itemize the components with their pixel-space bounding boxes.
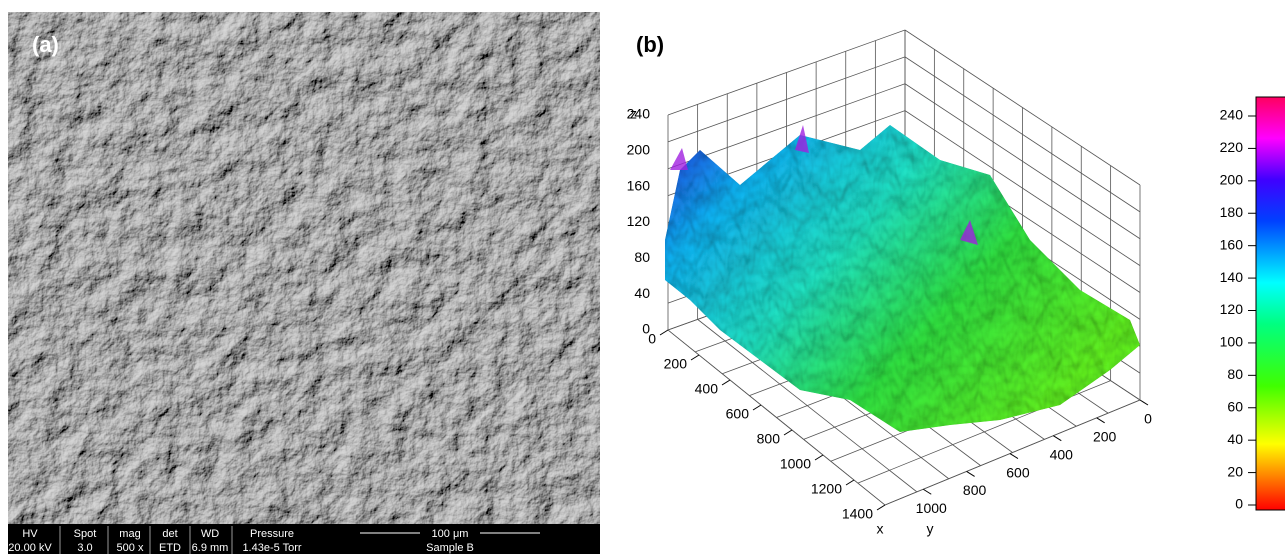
info-header: HV: [22, 528, 38, 540]
x-tick: [783, 429, 793, 436]
grid-line: [667, 83, 906, 170]
x-tick-label: 200: [664, 356, 688, 372]
colorbar-tick-label: 180: [1220, 204, 1244, 220]
colorbar-tick-label: 40: [1227, 431, 1243, 447]
colorbar-tick-label: 60: [1227, 398, 1243, 414]
x-tick: [814, 454, 824, 461]
z-tick-label: 80: [634, 249, 650, 265]
x-tick: [659, 329, 669, 336]
y-tick: [1139, 399, 1149, 406]
y-tick-label: 800: [963, 482, 987, 498]
x-tick: [845, 479, 855, 486]
sample-text: Sample B: [426, 542, 474, 554]
colorbar: [1255, 96, 1285, 511]
info-header: WD: [201, 528, 219, 540]
scale-text: 100 μm: [432, 528, 469, 540]
grid-line: [667, 56, 906, 143]
colorbar-tick-label: 200: [1220, 172, 1244, 188]
x-tick-label: 1400: [842, 506, 873, 522]
grid-line: [904, 56, 1141, 213]
info-group: HV Spot mag det WD Pressure 20.00 kV 3.0 500 x ET…: [8, 526, 302, 554]
y-tick: [1009, 453, 1019, 459]
colorbar-tick-label: 240: [1220, 107, 1244, 123]
y-tick: [1053, 435, 1062, 442]
colorbar-tick-label: 140: [1220, 269, 1244, 285]
x-tick: [690, 354, 700, 361]
y-tick: [1096, 417, 1105, 424]
grid-line: [904, 83, 1141, 240]
colorbar-tick-label: 220: [1220, 139, 1244, 155]
y-tick: [966, 470, 975, 477]
x-tick: [721, 379, 731, 386]
grid-line: [904, 110, 1141, 266]
sem-image: [8, 12, 600, 524]
axis-label: y: [927, 521, 934, 537]
x-tick-label: 800: [757, 431, 781, 447]
y-tick-label: 400: [1050, 446, 1074, 462]
info-value: 6.9 mm: [192, 542, 229, 554]
y-tick-label: 0: [1144, 411, 1152, 427]
info-value: 1.43e-5 Torr: [242, 542, 301, 554]
info-value: 500 x: [117, 542, 144, 554]
z-tick-label: 120: [627, 213, 651, 229]
colorbar-tick-label: 120: [1220, 301, 1244, 317]
z-tick-label: 40: [634, 285, 650, 301]
info-bar: [8, 524, 600, 554]
info-value: 20.00 kV: [8, 542, 52, 554]
x-tick-label: 400: [695, 381, 719, 397]
x-tick: [752, 404, 762, 411]
panel-label: (a): [32, 32, 59, 57]
y-tick-label: 1000: [916, 500, 947, 516]
x-tick-label: 600: [726, 406, 750, 422]
z-tick-label: 0: [642, 321, 650, 337]
z-tick-label: 160: [627, 177, 651, 193]
y-tick-label: 200: [1093, 429, 1117, 445]
info-value: ETD: [159, 542, 181, 554]
axis-line: [667, 329, 886, 506]
x-tick-label: 0: [648, 331, 656, 347]
colorbar-tick-label: 160: [1220, 236, 1244, 252]
info-value: 3.0: [77, 542, 92, 554]
colorbar-ticks: 0 20 40 60 80 100 120 140 160 180 200 220 240: [1220, 107, 1256, 512]
colorbar-tick-label: 0: [1235, 496, 1243, 512]
x-tick-label: 1000: [780, 456, 811, 472]
axis-line: [884, 399, 1141, 506]
info-header: Spot: [74, 528, 97, 540]
info-header: mag: [119, 528, 140, 540]
z-tick-label: 240: [627, 106, 651, 122]
colorbar-tick-label: 100: [1220, 334, 1244, 350]
z-tick-label: 200: [627, 142, 651, 158]
info-header: det: [162, 528, 177, 540]
x-tick: [876, 504, 886, 511]
axis-label: z: [630, 106, 637, 122]
y-tick: [922, 488, 932, 495]
info-header: Pressure: [250, 528, 294, 540]
grid-line: [667, 29, 906, 116]
surface: [665, 125, 1140, 432]
x-tick-label: 1200: [811, 481, 842, 497]
axis-label: x: [877, 521, 884, 537]
panel-label: (b): [636, 32, 664, 57]
colorbar-tick-label: 20: [1227, 463, 1243, 479]
grid-line: [904, 29, 1141, 186]
colorbar-tick-label: 80: [1227, 366, 1243, 382]
y-tick-label: 600: [1006, 464, 1030, 480]
